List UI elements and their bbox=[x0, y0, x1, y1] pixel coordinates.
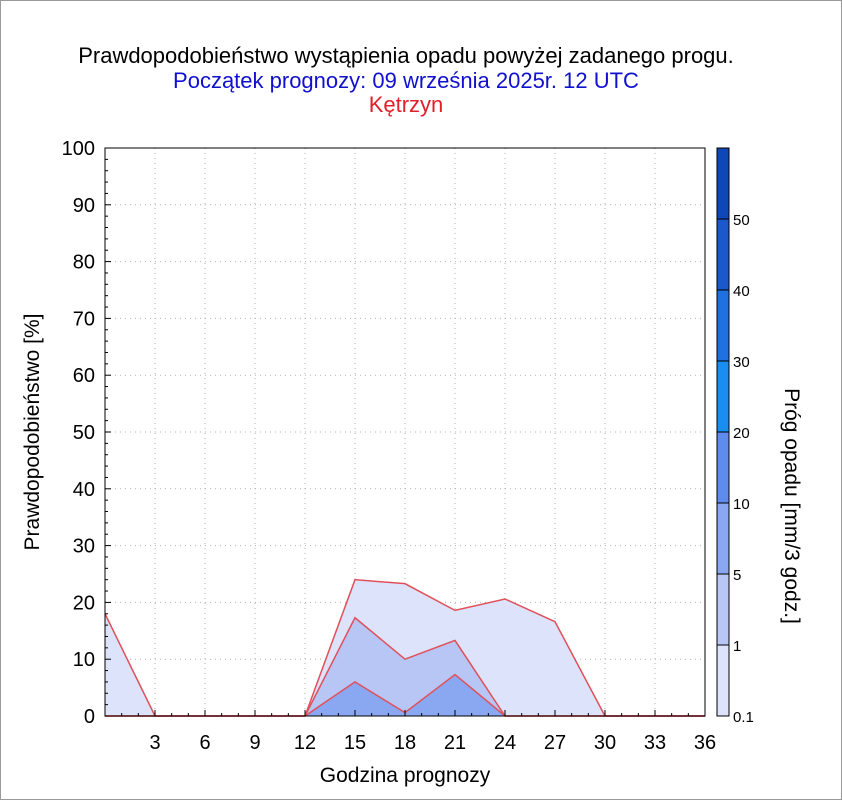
y-tick-label: 100 bbox=[62, 138, 95, 160]
colorbar-label: 40 bbox=[733, 283, 750, 300]
location-label: Kętrzyn bbox=[369, 92, 444, 117]
x-tick-label: 36 bbox=[694, 732, 716, 754]
x-tick-label: 3 bbox=[149, 732, 160, 754]
forecast-start-subtitle: Początek prognozy: 09 września 2025r. 12… bbox=[173, 68, 639, 93]
colorbar-segment bbox=[717, 148, 729, 219]
x-tick-label: 12 bbox=[294, 732, 316, 754]
chart-title: Prawdopodobieństwo wystąpienia opadu pow… bbox=[78, 43, 734, 68]
y-tick-label: 80 bbox=[73, 252, 95, 274]
area-threshold-0_1 bbox=[105, 579, 705, 716]
x-tick-label: 21 bbox=[444, 732, 466, 754]
colorbar-label: 10 bbox=[733, 496, 750, 513]
colorbar-label: 30 bbox=[733, 354, 750, 371]
x-tick-label: 24 bbox=[494, 732, 516, 754]
x-tick-label: 27 bbox=[544, 732, 566, 754]
colorbar-segment bbox=[717, 503, 729, 574]
colorbar-label: 0.1 bbox=[733, 709, 754, 726]
colorbar-label: 1 bbox=[733, 638, 741, 655]
x-tick-label: 6 bbox=[199, 732, 210, 754]
colorbar-label: 5 bbox=[733, 567, 741, 584]
colorbar-segment bbox=[717, 361, 729, 432]
y-axis-label: Prawdopodobieństwo [%] bbox=[21, 314, 44, 551]
y-tick-label: 40 bbox=[73, 479, 95, 501]
colorbar-label: 20 bbox=[733, 425, 750, 442]
y-tick-label: 60 bbox=[73, 365, 95, 387]
colorbar-segment bbox=[717, 290, 729, 361]
x-tick-label: 18 bbox=[394, 732, 416, 754]
colorbar-segment bbox=[717, 432, 729, 503]
colorbar-segment bbox=[717, 645, 729, 716]
colorbar-label: Próg opadu [mm/3 godz.] bbox=[780, 388, 803, 624]
x-tick-label: 9 bbox=[249, 732, 260, 754]
y-tick-label: 30 bbox=[73, 536, 95, 558]
plot-grid bbox=[105, 148, 705, 716]
y-tick-label: 20 bbox=[73, 592, 95, 614]
x-tick-label: 15 bbox=[344, 732, 366, 754]
x-axis-label: Godzina prognozy bbox=[320, 764, 491, 787]
y-tick-label: 50 bbox=[73, 422, 95, 444]
colorbar-segment bbox=[717, 219, 729, 290]
y-tick-label: 70 bbox=[73, 308, 95, 330]
x-axis-ticks: 3 6 9 12 15 18 21 24 27 30 33 36 bbox=[121, 710, 716, 754]
y-axis-ticks: 0 10 20 30 40 50 60 70 80 90 100 bbox=[62, 138, 111, 728]
x-tick-label: 30 bbox=[594, 732, 616, 754]
colorbar-segment bbox=[717, 574, 729, 645]
y-tick-label: 90 bbox=[73, 195, 95, 217]
x-tick-label: 33 bbox=[644, 732, 666, 754]
probability-areas bbox=[104, 578, 705, 717]
area-threshold-1 bbox=[105, 617, 705, 716]
y-tick-label: 10 bbox=[73, 649, 95, 671]
colorbar-label: 50 bbox=[733, 212, 750, 229]
y-tick-label: 0 bbox=[84, 706, 95, 728]
colorbar: 0.1 1 5 10 20 30 40 50 bbox=[716, 147, 754, 726]
